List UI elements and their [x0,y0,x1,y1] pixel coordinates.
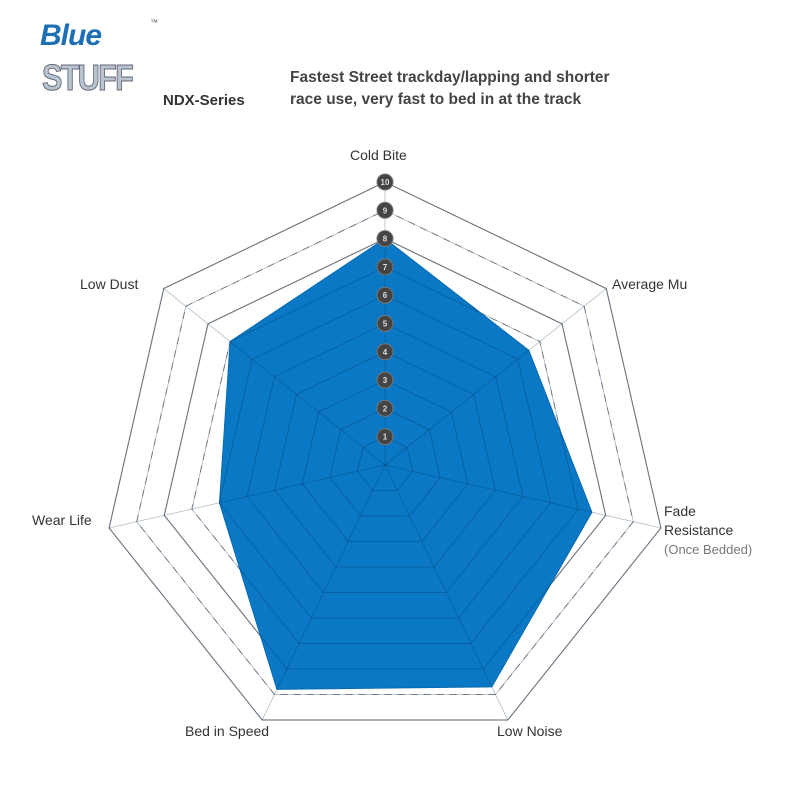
fade-sublabel: (Once Bedded) [664,542,753,557]
axis-label-wear-life: Wear Life [32,512,92,528]
axis-label-low-noise: Low Noise [497,723,563,739]
scale-tick-label: 9 [383,206,388,215]
scale-tick-label: 8 [383,235,388,244]
scale-marker [376,258,394,276]
logo-tm: ™ [150,18,158,27]
axis-label-fade-resistance: Fade Resistance (Once Bedded) [664,502,752,559]
scale-tick-label: 4 [383,348,388,357]
description-line-2: race use, very fast to bed in at the tra… [290,91,582,108]
logo-blue: Blue [40,19,102,52]
axis-spoke [109,464,386,529]
axis-label-bed-in-speed: Bed in Speed [185,723,270,739]
scale-tick-label: 10 [381,178,390,187]
grid-overlay-9 [136,209,634,695]
grid-overlay-6 [219,294,551,619]
grid-overlay-8 [163,238,607,670]
scale-marker [376,399,394,417]
data-polygon [218,237,593,690]
scale-tick-label: 3 [383,376,388,385]
scale-tick-label: 1 [383,433,388,442]
axis-spoke [261,464,386,721]
grid-overlay-4 [274,351,496,568]
scale-marker [376,371,394,389]
axis-spoke [384,464,661,529]
axis-spoke [384,288,607,466]
logo-stuff: STUFF [42,57,135,98]
scale-marker [376,201,394,219]
grid-overlay-1 [356,436,414,491]
scale-marker [376,428,394,446]
grid-ring-9 [136,209,634,695]
axis-label-average-mu: Average Mu [612,276,688,292]
grid-ring-10 [108,181,662,721]
axis-spoke [163,288,386,466]
scale-tick-label: 6 [383,291,388,300]
grid-overlay-10 [108,181,662,721]
scale-tick-label: 5 [383,320,388,329]
grid-overlay-7 [191,266,579,644]
series-name: NDX-Series [163,92,245,109]
scale-marker [376,315,394,332]
axis-spoke [384,464,509,721]
description-line-1: Fastest Street trackday/lapping and shor… [290,69,610,86]
scale-tick-label: 7 [383,263,388,272]
scale-tick-label: 2 [383,404,388,413]
scale-marker [376,173,394,191]
description: Fastest Street trackday/lapping and shor… [290,67,710,111]
axis-label-low-dust: Low Dust [80,276,139,292]
axis-label-cold-bite: Cold Bite [350,147,407,163]
grid-overlay-2 [329,407,441,517]
grid-overlay-5 [246,323,524,593]
scale-marker [376,343,394,361]
grid-overlay-3 [301,379,469,542]
fade-label-text: Fade Resistance [664,503,734,538]
scale-marker [376,286,394,304]
scale-marker [376,230,394,248]
